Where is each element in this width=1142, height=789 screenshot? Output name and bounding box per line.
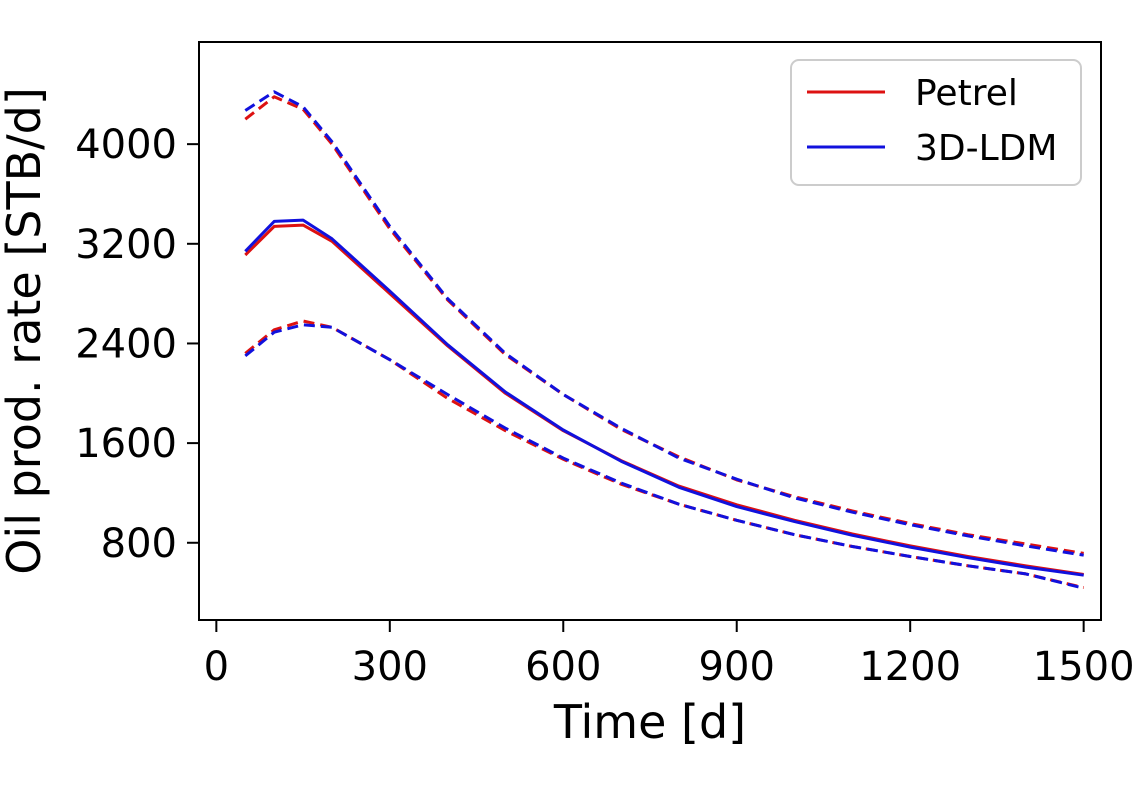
x-tick-label: 600 [525, 644, 601, 690]
legend-label-petrel: Petrel [915, 73, 1018, 114]
y-tick-label: 800 [101, 521, 177, 567]
legend-label-3d-ldm: 3D-LDM [915, 128, 1057, 169]
legend: Petrel 3D-LDM [790, 59, 1082, 186]
x-tick-label: 900 [699, 644, 775, 690]
series-line-3d-ldm-p90 [244, 90, 1084, 557]
series-layer [244, 90, 1085, 590]
y-tick-label: 2400 [75, 321, 177, 367]
ticks-layer: 0 300 600 900 1200 1500 800 1600 2400 3200 4000 [75, 122, 1134, 690]
x-tick-label: 0 [204, 644, 229, 690]
y-tick-label: 4000 [75, 122, 177, 168]
series-line-petrel-p50 [244, 223, 1084, 576]
series-line-3d-ldm-p50 [244, 218, 1084, 577]
y-tick-label: 3200 [75, 222, 177, 268]
x-tick-label: 1200 [859, 644, 961, 690]
series-line-petrel-p10 [244, 319, 1085, 590]
x-tick-label: 1500 [1033, 644, 1135, 690]
y-axis-label: Oil prod. rate [STB/d] [0, 87, 51, 575]
series-line-3d-ldm-p10 [244, 323, 1085, 590]
x-axis-label: Time [d] [553, 695, 746, 749]
plot-area-frame [198, 41, 1102, 621]
y-tick-label: 1600 [75, 421, 177, 467]
x-tick-label: 300 [352, 644, 428, 690]
